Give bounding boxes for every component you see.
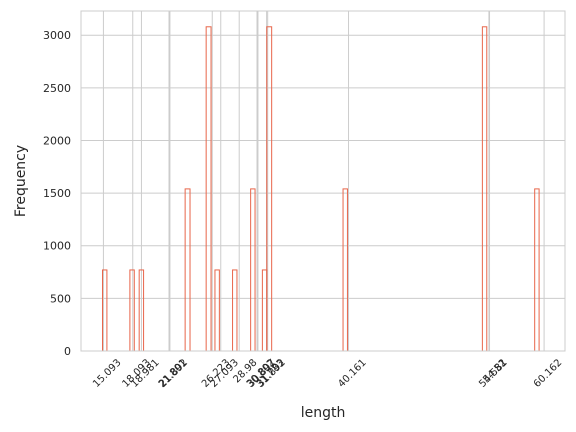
y-tick-labels: 0 500 1000 1500 2000 2500 3000 [43, 29, 71, 358]
x-tick-label: 21.892 [158, 357, 191, 390]
x-axis-label: length [301, 405, 346, 421]
x-tick-label: 54.581 [477, 357, 510, 390]
y-tick-label: 3000 [43, 29, 71, 42]
histogram-bar [205, 26, 212, 352]
y-tick-label: 500 [50, 292, 71, 305]
histogram-bar [261, 269, 268, 352]
histogram-bar [342, 188, 348, 352]
y-tick-label: 2500 [43, 82, 71, 95]
histogram-bar [138, 269, 145, 352]
histogram-bar [266, 26, 273, 352]
plot-area-frame [80, 10, 566, 352]
histogram-bar [129, 269, 135, 352]
x-tick-label: 40.161 [336, 357, 369, 390]
histogram-bar [250, 188, 256, 352]
histogram-bar [481, 26, 488, 352]
histogram-bar [184, 188, 191, 352]
y-axis-label: Frequency [13, 145, 29, 217]
histogram-bar [214, 269, 220, 352]
histogram-bar [232, 269, 238, 352]
y-tick-label: 0 [64, 345, 71, 358]
histogram-bar [102, 269, 108, 352]
x-tick-label: 15.093 [91, 357, 124, 390]
y-tick-label: 2000 [43, 134, 71, 147]
grid-lines [81, 11, 565, 352]
x-tick-label: 60.162 [532, 357, 565, 390]
histogram-bars [102, 26, 540, 352]
y-tick-label: 1000 [43, 240, 71, 253]
y-tick-label: 1500 [43, 187, 71, 200]
histogram-bar [534, 188, 540, 352]
